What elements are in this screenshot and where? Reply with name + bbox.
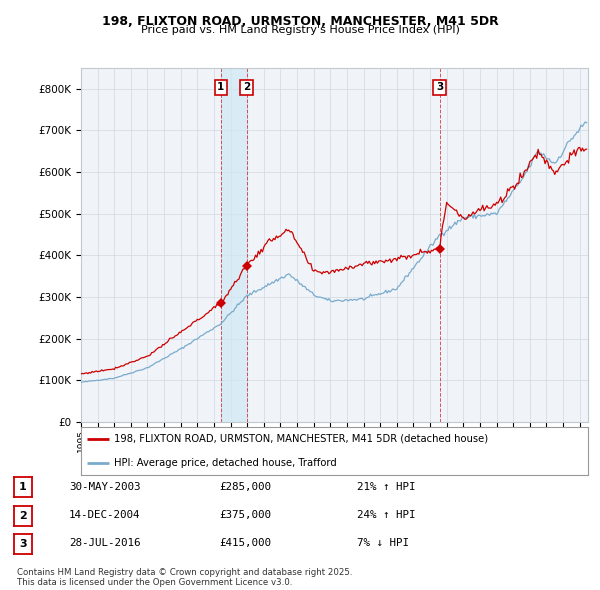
Text: 1: 1 [19, 483, 26, 492]
Text: 24% ↑ HPI: 24% ↑ HPI [357, 510, 415, 520]
Text: 198, FLIXTON ROAD, URMSTON, MANCHESTER, M41 5DR (detached house): 198, FLIXTON ROAD, URMSTON, MANCHESTER, … [114, 434, 488, 444]
Text: £375,000: £375,000 [219, 510, 271, 520]
Text: 198, FLIXTON ROAD, URMSTON, MANCHESTER, M41 5DR: 198, FLIXTON ROAD, URMSTON, MANCHESTER, … [101, 15, 499, 28]
Bar [221, 68, 247, 422]
Text: 3: 3 [436, 83, 443, 92]
Text: 2: 2 [243, 83, 250, 92]
Text: Contains HM Land Registry data © Crown copyright and database right 2025.
This d: Contains HM Land Registry data © Crown c… [17, 568, 352, 587]
Text: 21% ↑ HPI: 21% ↑ HPI [357, 482, 415, 491]
Text: £415,000: £415,000 [219, 539, 271, 548]
Text: 3: 3 [19, 539, 26, 549]
Text: 1: 1 [217, 83, 224, 92]
Text: 28-JUL-2016: 28-JUL-2016 [69, 539, 140, 548]
Text: Price paid vs. HM Land Registry's House Price Index (HPI): Price paid vs. HM Land Registry's House … [140, 25, 460, 35]
Text: 30-MAY-2003: 30-MAY-2003 [69, 482, 140, 491]
Text: 14-DEC-2004: 14-DEC-2004 [69, 510, 140, 520]
Text: 7% ↓ HPI: 7% ↓ HPI [357, 539, 409, 548]
Text: £285,000: £285,000 [219, 482, 271, 491]
Text: HPI: Average price, detached house, Trafford: HPI: Average price, detached house, Traf… [114, 458, 337, 468]
Text: 2: 2 [19, 511, 26, 520]
